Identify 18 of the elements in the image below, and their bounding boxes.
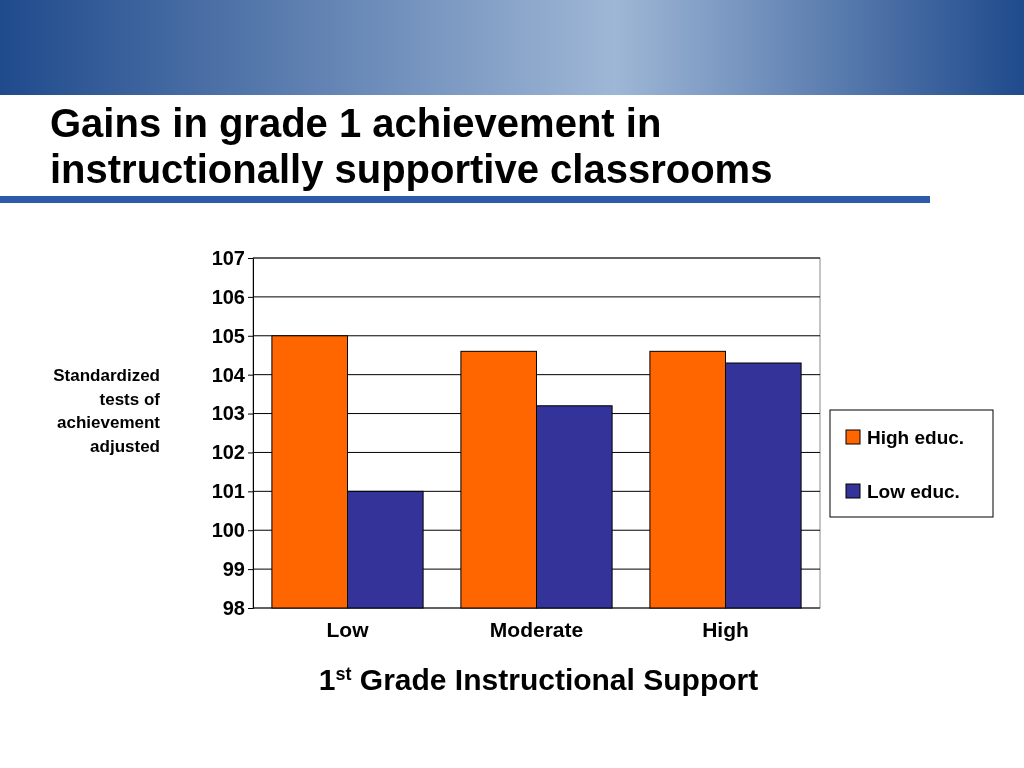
legend-label: Low educ. — [867, 481, 960, 502]
y-tick-label: 99 — [222, 558, 245, 581]
x-tick-label: Moderate — [489, 617, 584, 641]
y-tick-label: 107 — [211, 246, 245, 269]
y-tick-label: 103 — [211, 402, 245, 425]
y-tick-label: 102 — [211, 441, 245, 464]
x-axis-title: 1$^{st}$ Grade Instructional Support — [318, 663, 759, 696]
x-tick-label: High — [702, 617, 749, 641]
y-tick-label: 104 — [211, 363, 246, 386]
x-tick-label: Low — [326, 617, 370, 641]
y-tick-label: 105 — [211, 324, 245, 347]
chart-title: Gains in grade 1 achievement in instructionally supportive classrooms — [50, 101, 773, 191]
y-tick-label: 101 — [211, 480, 245, 503]
y-axis-title: Standardized tests of achievement adjusted — [53, 366, 161, 456]
y-tick-label: 106 — [211, 285, 245, 308]
y-tick-label: 98 — [222, 596, 245, 619]
legend-label: High educ. — [867, 427, 965, 448]
y-tick-label: 100 — [211, 519, 245, 542]
